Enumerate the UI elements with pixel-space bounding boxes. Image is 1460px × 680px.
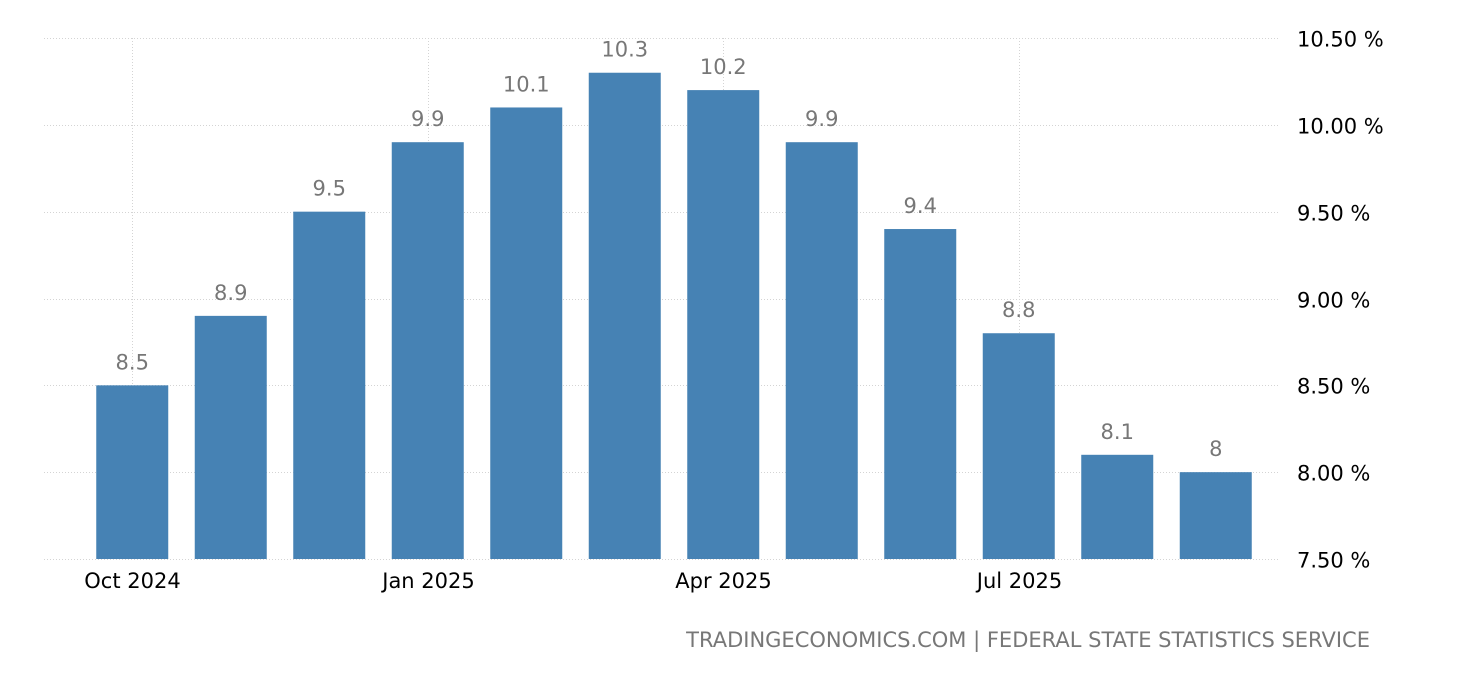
bar-value-label: 9.4 — [904, 194, 937, 218]
x-axis: Oct 2024 Jan 2025 Apr 2025 Jul 2025 — [84, 569, 1062, 593]
y-tick-label: 10.00 % — [1297, 115, 1384, 139]
bar-value-label: 10.2 — [700, 55, 747, 79]
bar — [687, 90, 760, 559]
x-tick-label: Jan 2025 — [380, 569, 475, 593]
bar — [96, 385, 169, 559]
y-tick-label: 8.50 % — [1297, 375, 1370, 399]
source-attribution: TRADINGECONOMICS.COM | FEDERAL STATE STA… — [686, 628, 1370, 652]
y-tick-label: 9.50 % — [1297, 202, 1370, 226]
bar — [391, 142, 464, 559]
bar-value-label: 8.9 — [214, 281, 247, 305]
x-tick-label: Jul 2025 — [975, 569, 1062, 593]
grid-lines — [44, 38, 1280, 560]
bar-value-label: 8.1 — [1101, 420, 1134, 444]
bar-value-label: 8 — [1209, 437, 1222, 461]
bar — [588, 72, 661, 559]
bar — [1081, 454, 1154, 559]
x-tick-label: Oct 2024 — [84, 569, 180, 593]
x-tick-label: Apr 2025 — [675, 569, 771, 593]
y-tick-label: 8.00 % — [1297, 462, 1370, 486]
bar — [194, 315, 267, 559]
bar-value-label: 8.5 — [116, 350, 149, 374]
bar — [884, 229, 957, 560]
bar — [293, 211, 366, 559]
bar — [982, 333, 1055, 559]
bar — [1179, 472, 1252, 559]
bar-value-label: 10.3 — [601, 38, 648, 62]
bar-value-label: 8.8 — [1002, 298, 1035, 322]
bar-value-label: 10.1 — [503, 72, 550, 96]
y-axis: 7.50 % 8.00 % 8.50 % 9.00 % 9.50 % 10.00 % 10.… — [1297, 28, 1384, 573]
bar-value-label: 9.5 — [313, 177, 346, 201]
bars — [96, 72, 1252, 560]
y-tick-label: 10.50 % — [1297, 28, 1384, 52]
bar — [490, 107, 563, 559]
data-labels: 8.5 8.9 9.5 9.9 10.1 10.3 10.2 9.9 9.4 8.8 8.1 8 — [116, 38, 1223, 461]
bar-value-label: 9.9 — [805, 107, 838, 131]
bar-value-label: 9.9 — [411, 107, 444, 131]
bar — [785, 142, 858, 559]
y-tick-label: 7.50 % — [1297, 549, 1370, 573]
y-tick-label: 9.00 % — [1297, 289, 1370, 313]
